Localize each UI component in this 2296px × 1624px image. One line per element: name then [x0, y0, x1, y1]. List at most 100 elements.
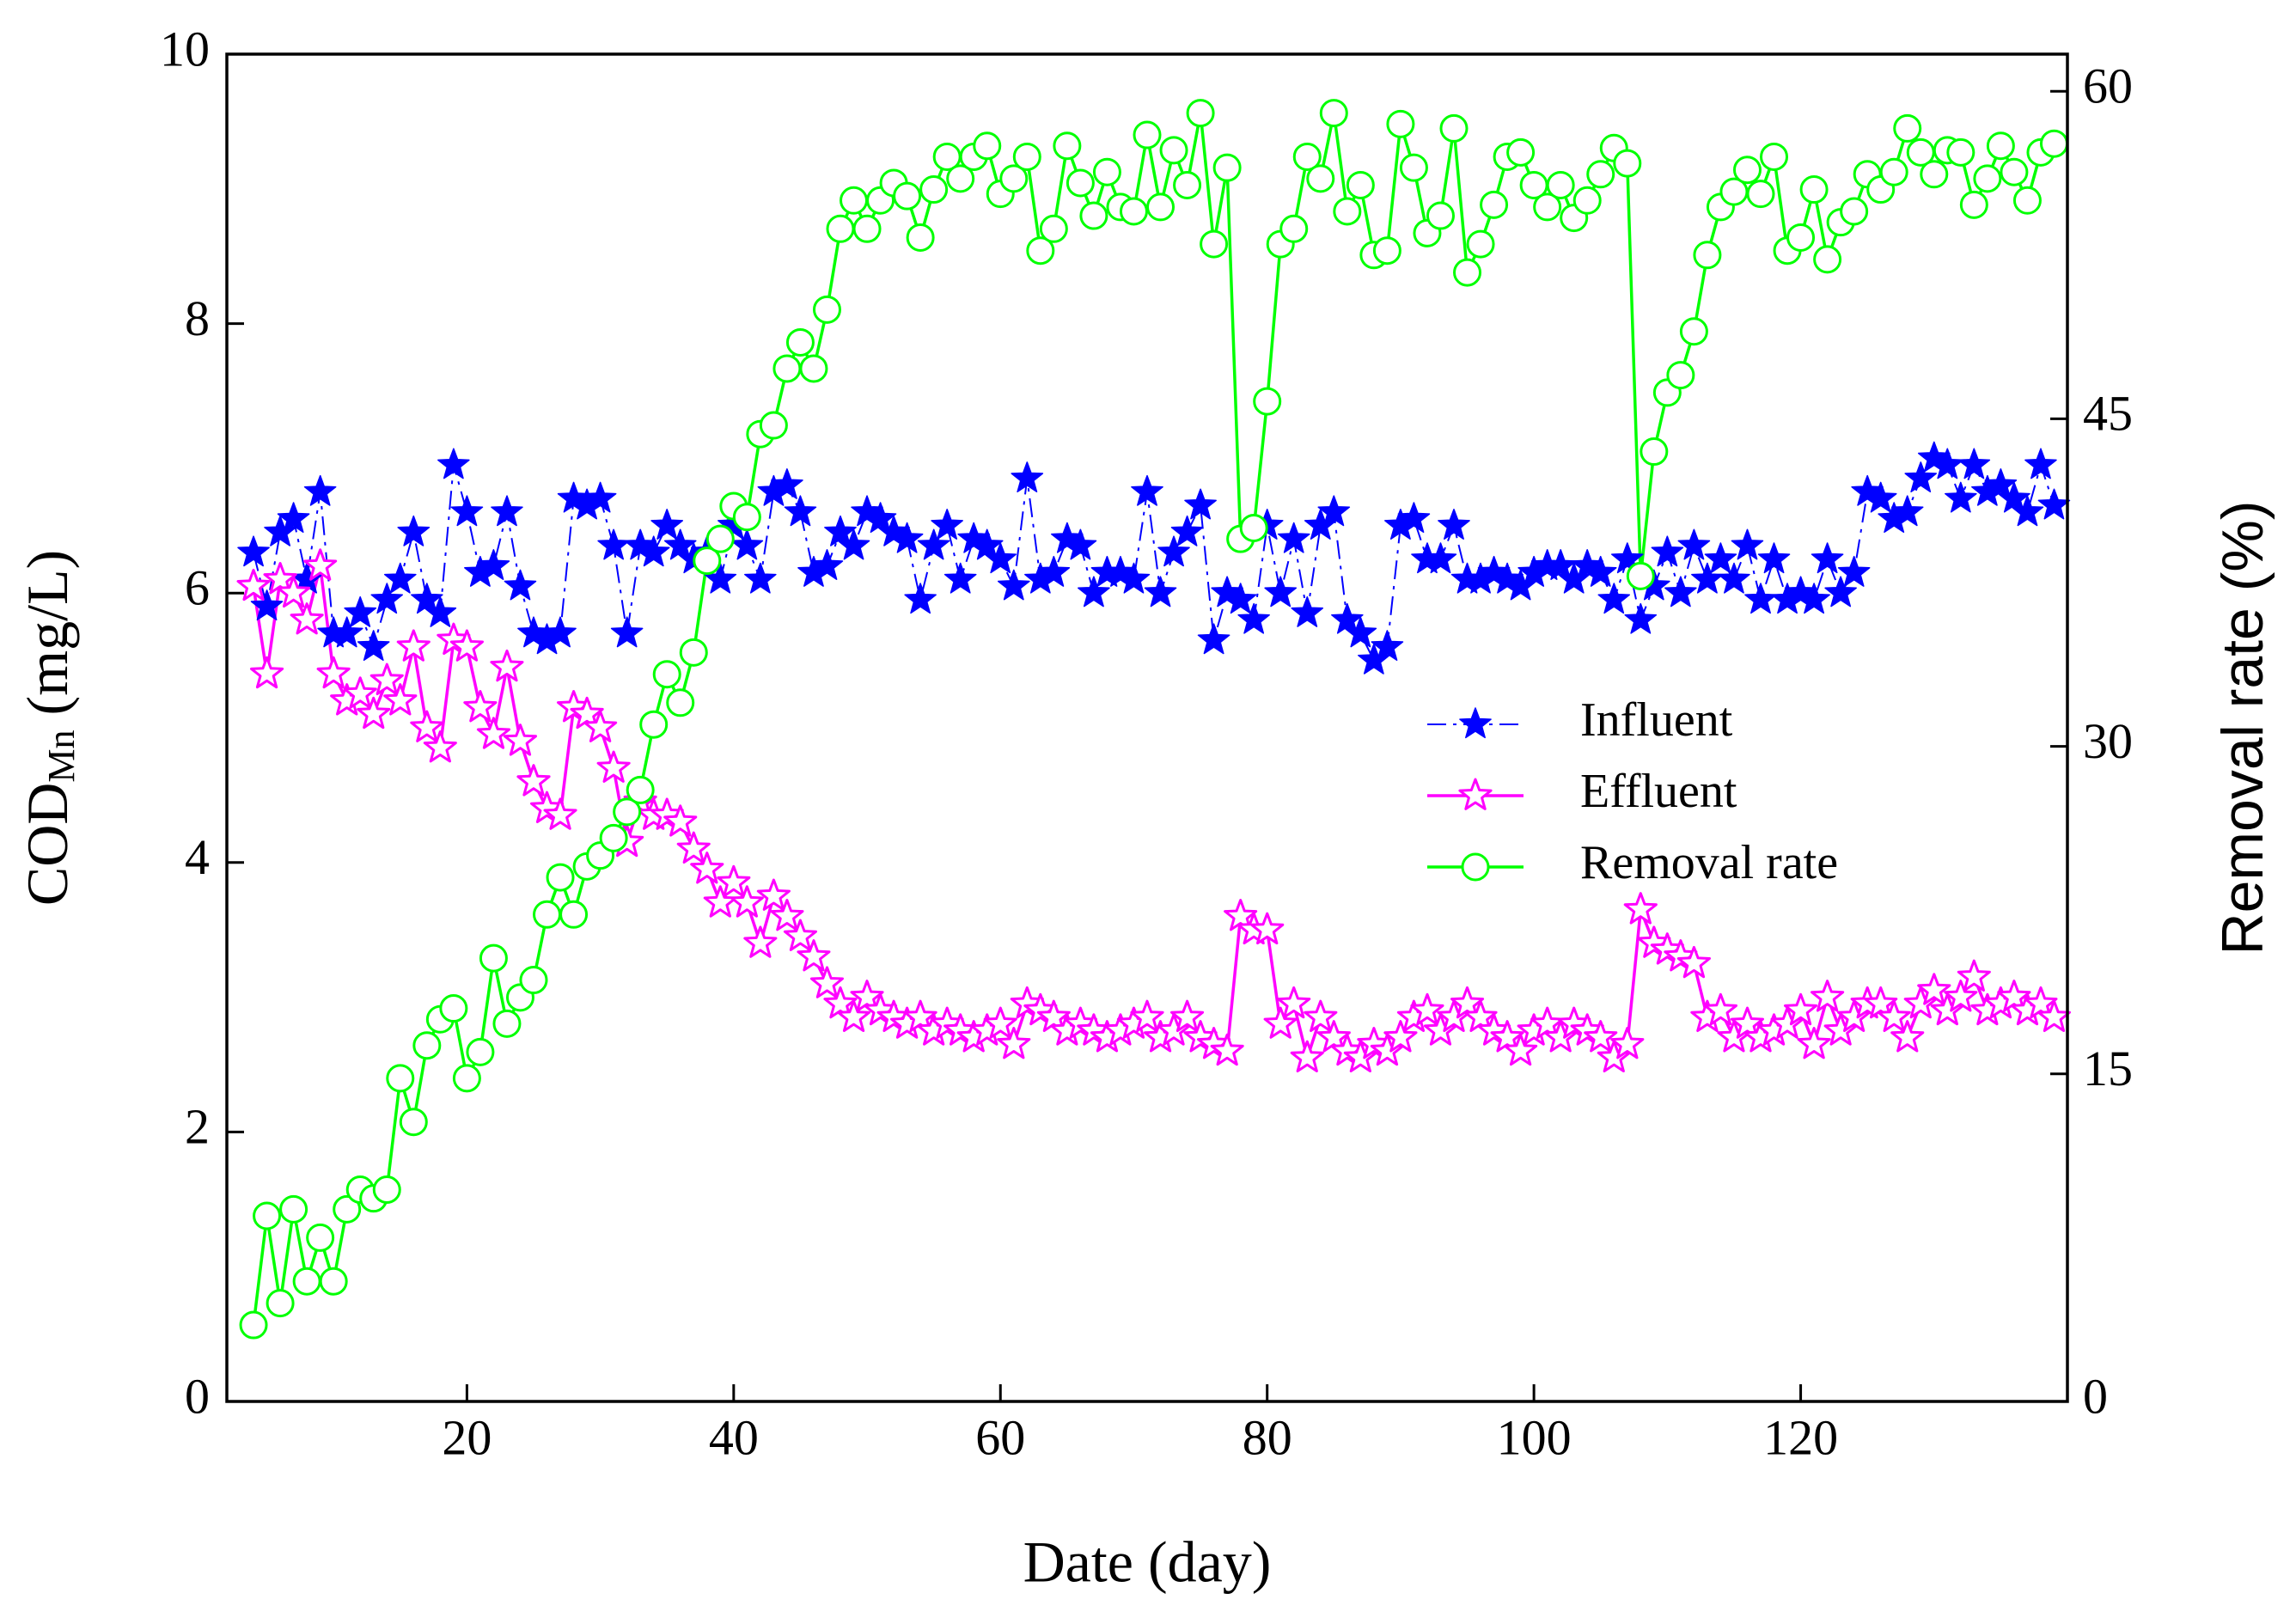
marker	[931, 509, 963, 540]
marker	[1890, 1020, 1925, 1053]
y2-axis-label: Removal rate (%)	[2210, 500, 2275, 955]
marker	[596, 750, 631, 783]
marker	[756, 878, 791, 911]
marker	[823, 986, 858, 1019]
marker	[1533, 192, 1562, 222]
marker	[1438, 509, 1470, 540]
marker	[2036, 999, 2071, 1032]
marker	[292, 1267, 321, 1296]
marker	[1037, 555, 1071, 587]
marker	[1664, 576, 1697, 607]
marker	[559, 900, 589, 929]
marker	[1316, 1020, 1351, 1053]
marker	[809, 966, 844, 998]
legend-label: Removal rate	[1580, 836, 1838, 889]
marker	[770, 899, 804, 931]
marker	[2012, 186, 2042, 215]
marker	[1877, 999, 1911, 1032]
y2-tick-label: 15	[2083, 1041, 2133, 1096]
marker	[1744, 583, 1777, 614]
marker	[999, 164, 1029, 193]
marker	[784, 495, 817, 527]
marker	[650, 509, 684, 540]
marker	[797, 939, 831, 972]
marker	[837, 999, 871, 1032]
marker	[639, 710, 669, 739]
marker	[824, 515, 857, 546]
marker	[1410, 992, 1444, 1026]
marker	[1917, 973, 1951, 1005]
marker	[1170, 515, 1204, 546]
plot-frame	[225, 52, 2069, 1403]
marker	[583, 710, 618, 742]
marker	[759, 411, 788, 440]
marker	[626, 775, 655, 804]
marker	[717, 864, 751, 898]
marker	[1092, 157, 1121, 186]
marker	[1078, 576, 1110, 607]
marker	[893, 181, 922, 211]
legend-label: Effluent	[1580, 765, 1737, 818]
marker	[1973, 164, 2002, 193]
marker	[1250, 912, 1285, 945]
marker	[397, 515, 430, 546]
marker	[490, 649, 524, 682]
y2-tick-label: 30	[2083, 713, 2133, 769]
marker	[1237, 602, 1270, 634]
marker	[1864, 986, 1898, 1019]
marker	[1811, 542, 1844, 574]
marker	[2024, 986, 2058, 1019]
marker	[1317, 495, 1351, 527]
marker	[1640, 437, 1669, 467]
marker	[1011, 461, 1044, 493]
marker	[1424, 542, 1457, 574]
y-tick-label: 0	[185, 1368, 210, 1424]
marker	[1426, 201, 1455, 230]
marker	[1026, 236, 1055, 266]
marker	[1453, 258, 1482, 287]
marker	[570, 696, 604, 730]
marker	[1159, 136, 1188, 165]
marker	[1704, 542, 1737, 574]
marker	[1799, 175, 1829, 205]
marker	[1333, 197, 1362, 226]
marker	[973, 131, 1002, 161]
marker	[1666, 361, 1695, 390]
marker	[491, 495, 523, 527]
marker	[1626, 561, 1655, 590]
marker	[1064, 528, 1097, 560]
marker	[239, 1310, 268, 1340]
marker	[1263, 1006, 1298, 1039]
marker	[1480, 190, 1509, 219]
marker	[693, 546, 722, 576]
marker	[690, 852, 724, 884]
marker	[919, 175, 949, 205]
marker	[1346, 170, 1375, 199]
marker	[1439, 113, 1469, 143]
marker	[1117, 562, 1151, 594]
marker	[516, 764, 551, 797]
marker	[463, 690, 498, 723]
marker	[437, 448, 470, 479]
marker	[1157, 535, 1190, 567]
marker	[984, 542, 1017, 574]
marker	[1840, 197, 1869, 226]
marker	[503, 723, 537, 756]
marker	[412, 1031, 442, 1060]
marker	[386, 1064, 415, 1093]
marker	[1879, 157, 1908, 186]
marker	[519, 966, 548, 995]
marker	[319, 1267, 348, 1296]
marker	[253, 1201, 282, 1230]
marker	[303, 548, 338, 581]
marker	[850, 980, 884, 1012]
marker	[1813, 245, 1842, 274]
marker	[439, 994, 468, 1023]
marker	[1506, 137, 1536, 167]
marker	[1146, 192, 1175, 222]
marker	[1957, 959, 1991, 992]
marker	[997, 569, 1030, 601]
marker	[1584, 555, 1617, 587]
marker	[396, 629, 430, 662]
